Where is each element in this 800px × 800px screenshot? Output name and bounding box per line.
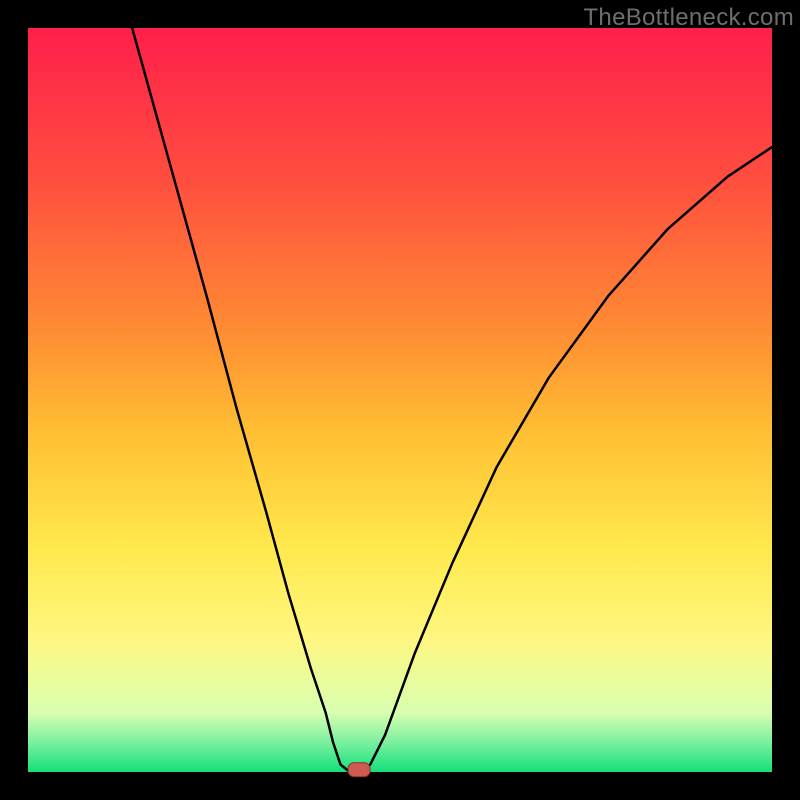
chart-background (28, 28, 772, 772)
watermark-text: TheBottleneck.com (583, 4, 794, 32)
viewport: TheBottleneck.com (0, 0, 800, 800)
bottleneck-marker (348, 763, 370, 777)
bottleneck-chart (0, 0, 800, 800)
